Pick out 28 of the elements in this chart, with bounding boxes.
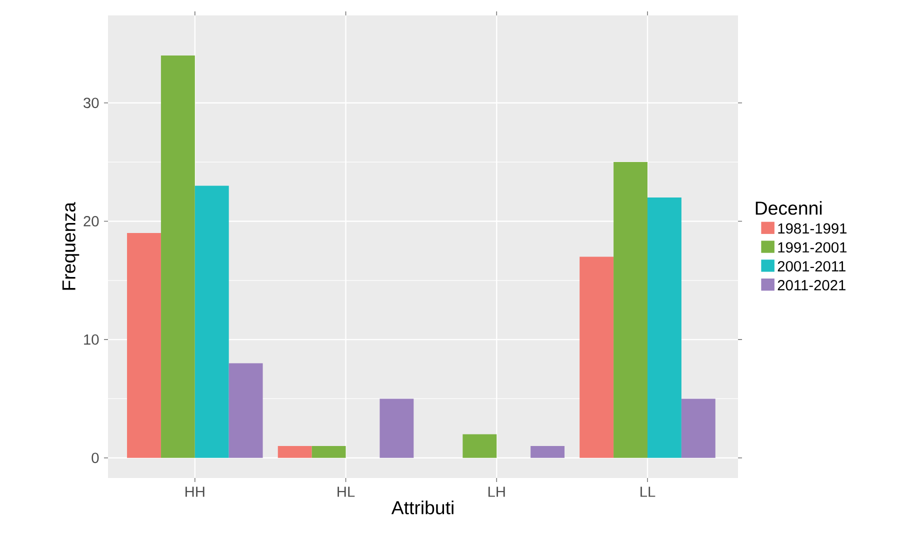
bar	[194, 186, 229, 458]
bar	[127, 233, 161, 458]
x-axis-title: Attributi	[391, 500, 454, 514]
legend-label: 2011-2021	[778, 280, 846, 290]
x-tick-label: HL	[338, 486, 355, 497]
y-tick-label: 0	[92, 452, 99, 464]
y-axis-title: Frequenza	[62, 202, 80, 290]
legend-label: 1991-2001	[778, 242, 847, 253]
bar	[530, 446, 565, 458]
bar	[681, 398, 716, 458]
x-tick-label: LL	[640, 486, 656, 497]
bar	[278, 446, 312, 458]
bar	[228, 363, 263, 458]
bar	[462, 434, 497, 458]
legend-label: 2001-2011	[778, 261, 846, 272]
bar	[380, 398, 414, 458]
bar	[160, 56, 195, 458]
legend-title: Decenni	[756, 201, 822, 215]
y-tick-label: 20	[84, 216, 99, 226]
x-tick-label: HH	[186, 486, 204, 497]
y-tick-label: 30	[84, 98, 99, 108]
bar	[580, 256, 614, 458]
legend-label: 1981-1991	[778, 223, 847, 234]
bar	[647, 198, 682, 458]
bar	[614, 162, 648, 458]
bar	[312, 446, 346, 458]
x-tick-label: LH	[488, 486, 505, 497]
y-tick-label: 10	[84, 334, 99, 345]
